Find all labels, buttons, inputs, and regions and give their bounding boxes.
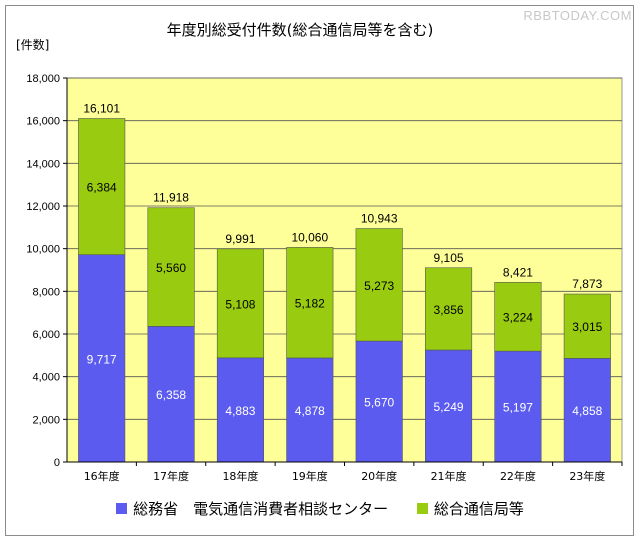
y-tick-label: 16,000	[26, 116, 60, 128]
legend: 総務省 電気通信消費者相談センター 総合通信局等	[0, 498, 640, 519]
bar-segment-regional-bureaus	[425, 267, 473, 351]
total-value-label: 7,873	[572, 277, 602, 291]
x-tick-label: 19年度	[292, 469, 328, 483]
x-tick-label: 18年度	[222, 469, 258, 483]
bar-segment-consumer-center	[563, 358, 611, 463]
x-tick-label: 22年度	[500, 469, 536, 483]
watermark: RBBTODAY.COM	[523, 8, 632, 23]
bars	[78, 118, 611, 463]
segment-value-label: 5,670	[364, 396, 394, 410]
chart-title: 年度別総受付件数(総合通信局等を含む)	[167, 21, 434, 39]
total-value-label: 10,943	[361, 212, 398, 226]
bar-segment-regional-bureaus	[147, 207, 195, 327]
bar-segment-regional-bureaus	[216, 248, 264, 359]
axes: 0 2,000 4,000 6,000 8,000 10,000 12,000 14,000 1…	[26, 73, 623, 483]
bar-segment-regional-bureaus	[494, 282, 542, 352]
legend-label: 総合通信局等	[433, 500, 524, 518]
segment-value-label: 5,182	[295, 297, 325, 311]
segment-value-label: 4,883	[225, 404, 255, 418]
y-tick-label: 6,000	[32, 329, 60, 341]
data-labels: 9,717 6,384 16,101 6,358 5,560 11,918 4,883 5,1…	[83, 102, 602, 419]
x-tick-label: 23年度	[569, 469, 605, 483]
total-value-label: 16,101	[83, 102, 120, 116]
segment-value-label: 3,015	[572, 320, 602, 334]
segment-value-label: 5,273	[364, 279, 394, 293]
segment-value-label: 5,197	[503, 401, 533, 415]
total-value-label: 9,991	[225, 232, 255, 246]
segment-value-label: 6,358	[156, 388, 186, 402]
segment-value-label: 9,717	[87, 352, 117, 366]
bar-segment-consumer-center	[425, 349, 473, 463]
y-tick-label: 0	[54, 457, 60, 469]
legend-swatch-blue	[116, 503, 128, 514]
y-tick-label: 14,000	[26, 158, 60, 170]
legend-swatch-green	[416, 503, 428, 514]
legend-label: 総務省 電気通信消費者相談センター	[133, 500, 389, 518]
bar-segment-regional-bureaus	[78, 118, 126, 256]
y-axis-label: [件数]	[16, 37, 49, 52]
bar-segment-consumer-center	[494, 350, 542, 463]
y-tick-label: 8,000	[32, 286, 60, 298]
x-tick-label: 20年度	[361, 469, 397, 483]
total-value-label: 11,918	[153, 191, 189, 205]
segment-value-label: 3,224	[503, 311, 533, 325]
legend-item-regional-bureaus: 総合通信局等	[416, 498, 524, 519]
segment-value-label: 5,560	[156, 261, 186, 275]
segment-value-label: 4,858	[572, 404, 602, 418]
y-tick-label: 12,000	[26, 201, 60, 213]
x-tick-label: 17年度	[153, 469, 189, 483]
legend-item-consumer-center: 総務省 電気通信消費者相談センター	[116, 498, 388, 519]
y-tick-label: 10,000	[26, 244, 60, 256]
bar-segment-regional-bureaus	[286, 247, 334, 359]
y-tick-label: 18,000	[26, 73, 60, 85]
bar-segment-regional-bureaus	[563, 293, 611, 359]
y-tick-label: 4,000	[32, 372, 60, 384]
bar-segment-consumer-center	[286, 357, 334, 463]
total-value-label: 9,105	[434, 251, 464, 265]
bar-segment-regional-bureaus	[355, 228, 403, 342]
x-tick-label: 21年度	[431, 469, 467, 483]
segment-value-label: 4,878	[295, 404, 325, 418]
x-tick-label: 16年度	[84, 469, 120, 483]
total-value-label: 10,060	[291, 230, 328, 244]
y-tick-label: 2,000	[32, 414, 60, 426]
total-value-label: 8,421	[503, 265, 533, 279]
segment-value-label: 3,856	[434, 303, 464, 317]
segment-value-label: 5,249	[434, 400, 464, 414]
segment-value-label: 5,108	[225, 297, 255, 311]
segment-value-label: 6,384	[87, 181, 117, 195]
